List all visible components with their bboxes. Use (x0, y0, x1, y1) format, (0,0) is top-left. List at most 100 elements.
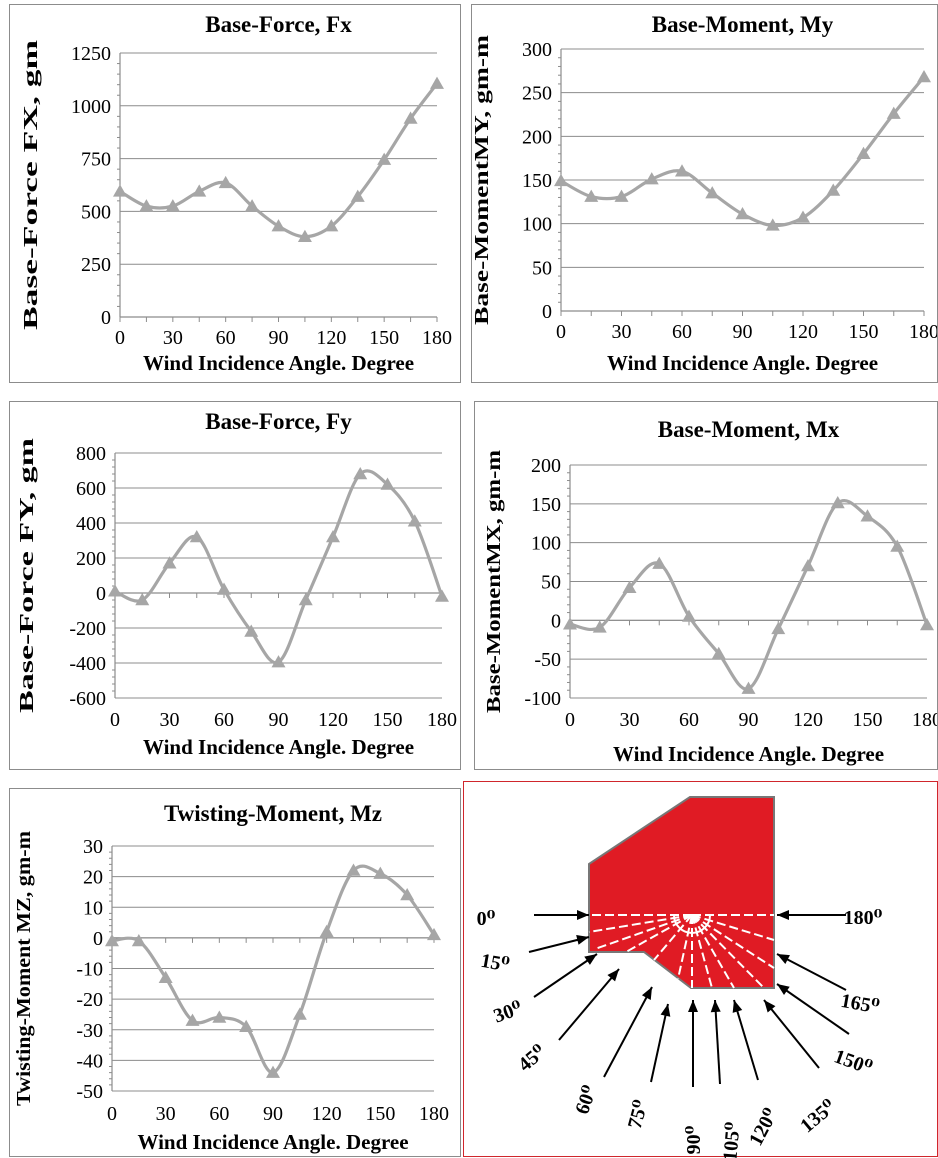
wind-arrow-head (777, 910, 789, 920)
x-axis-label: Wind Incidence Angle. Degree (613, 742, 884, 766)
wind-arrow-head (777, 984, 790, 995)
chart-svg: -50 -40 -30 -20 -10 0 10 20 30 0 30 60 90 120 150 180 Tw… (13, 801, 449, 1154)
data-point (614, 189, 629, 202)
data-point (297, 229, 312, 242)
tap-center (673, 914, 711, 934)
data-point (705, 186, 720, 199)
chart-title: Base-Force, Fy (205, 409, 352, 434)
wind-arrow (603, 986, 653, 1078)
data-point (185, 1013, 200, 1026)
x-tick-label: 90 (263, 1103, 283, 1125)
data-point (105, 933, 119, 947)
data-point (192, 184, 207, 197)
y-axis-label: Base-MomentMX, gm-m (483, 450, 505, 713)
wind-arrow-head (607, 969, 619, 982)
chart-base-force-fx: 0 250 500 750 1000 1250 0 30 60 90 120 150 180 Base-F… (9, 4, 461, 383)
x-tick-label: 90 (733, 321, 753, 343)
x-tick-label: 0 (115, 327, 125, 349)
data-point (554, 173, 568, 187)
x-tick-label: 180 (419, 1103, 449, 1125)
y-tick-label: 1000 (71, 96, 111, 118)
angle-label: 90⁰ (683, 1125, 705, 1154)
y-tick-label: -100 (524, 688, 561, 710)
angle-label: 120⁰ (745, 1105, 783, 1150)
wind-arrow-head (584, 954, 597, 965)
wind-arrow (533, 953, 598, 998)
data-point (652, 556, 667, 569)
tap-line (691, 914, 735, 989)
wind-arrow (776, 953, 847, 991)
data-point (373, 866, 388, 879)
x-axis-label: Wind Incidence Angle. Degree (137, 1130, 408, 1154)
wind-arrow (776, 983, 850, 1035)
data-point (245, 199, 260, 212)
data-point (292, 1007, 307, 1020)
data-point (796, 210, 810, 223)
wind-arrow-head (777, 954, 790, 964)
x-tick-label: 180 (422, 327, 452, 349)
y-tick-label: 100 (531, 533, 561, 555)
y-tick-label: 500 (81, 201, 111, 223)
data-point (860, 509, 875, 522)
chart-base-moment-my: 0 50 100 150 200 250 300 0 30 60 90 120 150 180 Base-M… (471, 4, 938, 383)
data-point (675, 164, 689, 177)
data-point (400, 888, 415, 901)
data-point (239, 1019, 254, 1032)
x-tick-label: 150 (853, 709, 883, 731)
y-tick-label: 0 (101, 307, 111, 329)
x-tick-label: 30 (156, 1103, 176, 1125)
data-point (592, 620, 607, 633)
x-tick-label: 60 (214, 709, 234, 731)
chart-svg: 0 250 500 750 1000 1250 0 30 60 90 120 150 180 Base-F… (20, 12, 452, 375)
data-point (189, 530, 204, 543)
angle-label: 135⁰ (796, 1095, 840, 1137)
wind-arrow-head (660, 1004, 671, 1017)
x-axis-label: Wind Incidence Angle. Degree (607, 351, 878, 375)
y-tick-label: -20 (76, 989, 103, 1011)
y-tick-label: 150 (522, 170, 552, 192)
y-tick-label: -400 (69, 653, 106, 675)
y-tick-label: 600 (76, 478, 106, 500)
x-tick-label: 60 (209, 1103, 229, 1125)
y-tick-label: 50 (541, 572, 561, 594)
data-point (266, 1065, 280, 1078)
y-tick-label: 0 (551, 610, 561, 632)
data-point (886, 106, 901, 119)
y-tick-label: 0 (93, 928, 103, 950)
x-tick-label: 60 (216, 327, 236, 349)
x-tick-label: 60 (672, 321, 692, 343)
x-tick-label: 60 (679, 709, 699, 731)
tap-line (677, 914, 693, 980)
data-point (801, 558, 815, 572)
chart-title: Base-Moment, Mx (658, 417, 840, 442)
chart-base-force-fy: -600 -400 -200 0 200 400 600 800 0 30 60 90 120 150 18… (9, 401, 461, 770)
y-axis-label: Base-Force FX, gm (20, 39, 42, 330)
data-point (326, 530, 340, 543)
data-point (826, 183, 841, 196)
angle-label: 45⁰ (514, 1041, 550, 1076)
x-axis-label: Wind Incidence Angle. Degree (143, 735, 414, 759)
x-tick-label: 90 (269, 709, 289, 731)
x-tick-label: 150 (849, 321, 879, 343)
y-tick-label: 250 (522, 83, 552, 105)
x-tick-label: 0 (110, 709, 120, 731)
chart-title: Twisting-Moment, Mz (164, 801, 382, 826)
angle-label: 75⁰ (624, 1097, 653, 1131)
y-tick-label: 200 (531, 455, 561, 477)
wind-arrow-head (576, 935, 589, 945)
angle-label: 180⁰ (844, 907, 883, 929)
data-point (298, 593, 313, 606)
x-axis-label: Wind Incidence Angle. Degree (143, 351, 414, 375)
wind-arrow-head (732, 1000, 743, 1013)
data-point (380, 477, 395, 490)
tap-line (691, 914, 775, 941)
data-point (139, 199, 154, 212)
data-point (856, 146, 871, 160)
x-tick-label: 180 (912, 709, 937, 731)
y-tick-label: -600 (69, 688, 106, 710)
y-tick-label: -50 (534, 649, 561, 671)
angle-label: 30⁰ (491, 997, 526, 1028)
data-point (217, 582, 231, 595)
data-point (346, 863, 361, 876)
building-model (588, 796, 775, 989)
